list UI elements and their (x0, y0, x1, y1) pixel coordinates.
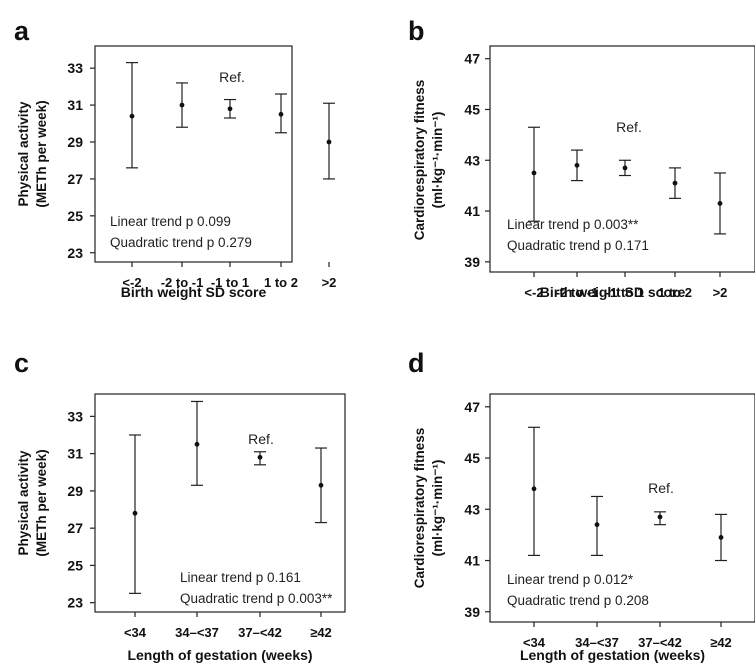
panel-label: c (14, 348, 29, 378)
trend-annotation: Linear trend p 0.099 (110, 214, 231, 229)
mean-point (132, 510, 138, 516)
x-axis-label: Length of gestation (weeks) (520, 647, 705, 663)
x-tick-label: 1 to 2 (264, 275, 298, 290)
x-tick-label: ≥42 (310, 625, 332, 640)
mean-point (179, 102, 185, 108)
reference-label: Ref. (616, 119, 642, 135)
mean-point (318, 482, 324, 488)
chart-panel-d: d 39 41 43 45 47 Cardiorespiratory fitness (ml·… (408, 348, 755, 663)
x-tick-label: -2 to -1 (161, 275, 204, 290)
mean-point (129, 113, 135, 119)
trend-annotation: Quadratic trend p 0.171 (507, 238, 649, 253)
y-tick-label: 23 (67, 595, 83, 611)
y-tick-label: 43 (464, 501, 480, 517)
y-tick-label: 25 (67, 208, 83, 224)
trend-annotation: Linear trend p 0.012* (507, 572, 634, 587)
mean-point (278, 111, 284, 117)
mean-point (531, 486, 537, 492)
y-tick-label: 47 (464, 399, 480, 415)
x-tick-label: <-2 (524, 285, 543, 300)
y-tick-label: 31 (67, 446, 83, 462)
x-tick-label: 34–<37 (575, 635, 619, 650)
reference-label: Ref. (248, 431, 274, 447)
y-tick-label: 33 (67, 408, 83, 424)
y-axis-label: (METh per week) (34, 449, 49, 556)
panel-label: a (14, 16, 30, 46)
trend-annotation: Linear trend p 0.003** (507, 217, 639, 232)
x-tick-label: ≥42 (710, 635, 732, 650)
mean-point (531, 170, 537, 176)
y-axis-label: Cardiorespiratory fitness (412, 80, 427, 241)
x-tick-label: <34 (124, 625, 147, 640)
plot-frame (94, 45, 293, 263)
x-tick-label: >2 (713, 285, 728, 300)
chart-panel-a: a 23 25 27 29 31 33 Physical activity (METh per … (14, 16, 336, 300)
plot-frame (489, 45, 755, 273)
plot-frame (94, 393, 346, 613)
x-tick-label: 1 to 2 (658, 285, 692, 300)
x-tick-label: 37–<42 (638, 635, 682, 650)
y-axis-label: Physical activity (16, 450, 31, 556)
x-axis-label: Birth weight SD score (540, 284, 686, 300)
mean-point (717, 201, 723, 206)
x-axis-label: Birth weight SD score (121, 284, 267, 300)
y-tick-label: 31 (67, 97, 83, 113)
mean-point (718, 535, 724, 540)
trend-annotation: Quadratic trend p 0.208 (507, 593, 649, 608)
x-tick-label: -1 to 1 (211, 275, 249, 290)
trend-annotation: Quadratic trend p 0.003** (180, 591, 333, 606)
y-tick-label: 41 (464, 553, 480, 569)
chart-panel-b: b 39 41 43 45 47 Cardiorespiratory fitness (ml·… (408, 16, 755, 300)
reference-label: Ref. (219, 69, 245, 85)
x-tick-label: <34 (523, 635, 546, 650)
y-tick-label: 23 (67, 245, 83, 261)
y-tick-label: 39 (464, 254, 480, 270)
trend-annotation: Quadratic trend p 0.279 (110, 235, 252, 250)
y-axis-label: (METh per week) (34, 100, 49, 207)
x-tick-label: -2 to -1 (556, 285, 599, 300)
chart-panel-c: c 23 25 27 29 31 33 Physical activity (METh per … (14, 348, 346, 663)
y-tick-label: 43 (464, 152, 480, 168)
y-axis-label: Physical activity (16, 101, 31, 207)
trend-annotation: Linear trend p 0.161 (180, 570, 301, 585)
y-tick-label: 27 (67, 171, 83, 187)
y-tick-label: 29 (67, 483, 83, 499)
y-axis-label: (ml·kg⁻¹·min⁻¹) (430, 460, 445, 557)
x-tick-label: 37–<42 (238, 625, 282, 640)
mean-point (326, 139, 332, 145)
y-tick-label: 47 (464, 51, 480, 67)
mean-point (622, 165, 628, 171)
y-tick-label: 45 (464, 101, 480, 117)
mean-point (257, 454, 263, 460)
y-tick-label: 29 (67, 134, 83, 150)
y-tick-label: 39 (464, 604, 480, 620)
mean-point (672, 180, 678, 186)
panel-label: d (408, 348, 425, 378)
y-tick-label: 27 (67, 520, 83, 536)
x-tick-label: <-2 (122, 275, 141, 290)
mean-point (657, 514, 663, 520)
y-tick-label: 25 (67, 557, 83, 573)
x-tick-label: -1 to 1 (606, 285, 644, 300)
panel-label: b (408, 16, 425, 46)
mean-point (227, 106, 233, 112)
y-axis-label: Cardiorespiratory fitness (412, 428, 427, 589)
y-axis-label: (ml·kg⁻¹·min⁻¹) (430, 112, 445, 209)
x-tick-label: >2 (322, 275, 337, 290)
mean-point (574, 162, 580, 168)
reference-label: Ref. (648, 480, 674, 496)
y-tick-label: 41 (464, 203, 480, 219)
plot-frame (489, 393, 755, 623)
y-tick-label: 45 (464, 450, 480, 466)
y-tick-label: 33 (67, 60, 83, 76)
x-axis-label: Length of gestation (weeks) (127, 647, 312, 663)
mean-point (194, 441, 200, 447)
mean-point (594, 522, 600, 528)
x-tick-label: 34–<37 (175, 625, 219, 640)
